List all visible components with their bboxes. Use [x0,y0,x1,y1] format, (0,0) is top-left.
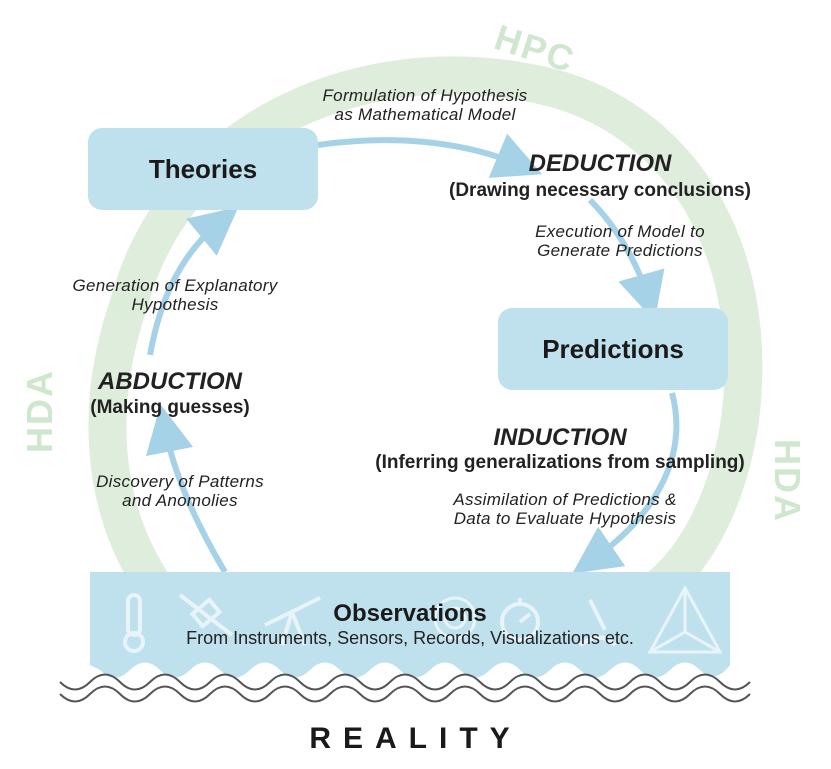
edge-generation-line2: Hypothesis [131,295,219,314]
arrow-abduction-to-theories [147,206,239,356]
abduction-sub: (Making guesses) [90,397,250,418]
observations-title: Observations [333,600,487,627]
predictions-box: Predictions [498,308,728,390]
edge-discovery-line2: and Anomolies [122,491,238,510]
thermometer-icon [123,593,145,653]
stopwatch-icon [500,598,540,642]
tetrahedron-icon [647,584,723,654]
edge-assimilation-label: Assimilation of Predictions & Data to Ev… [410,490,720,528]
telescope-icon [264,596,321,646]
arrow-theories-to-deduction [317,133,543,178]
edge-formulation-line2: as Mathematical Model [334,105,516,124]
deduction-sub: (Drawing necessary conclusions) [449,180,751,201]
edge-execution-label: Execution of Model to Generate Predictio… [490,222,750,260]
edge-formulation-line1: Formulation of Hypothesis [322,86,528,105]
observations-wave [90,572,730,678]
edge-generation-line1: Generation of Explanatory [72,276,278,295]
edge-generation-label: Generation of Explanatory Hypothesis [40,276,310,314]
edge-formulation-label: Formulation of Hypothesis as Mathematica… [290,86,560,124]
theories-box: Theories [88,128,318,210]
satellite-icon [178,593,234,637]
edge-discovery-line1: Discovery of Patterns [96,472,264,491]
edge-execution-line1: Execution of Model to [535,222,705,241]
arrow-observations-to-abduction [145,404,228,574]
edge-assimilation-line2: Data to Evaluate Hypothesis [453,509,677,528]
observations-subtitle: From Instruments, Sensors, Records, Visu… [186,628,634,648]
deduction-label: DEDUCTION [528,150,672,177]
edge-discovery-label: Discovery of Patterns and Anomolies [60,472,300,510]
abduction-label: ABDUCTION [98,368,242,395]
edge-execution-line2: Generate Predictions [537,241,703,260]
wave-line-2 [59,685,751,703]
reality-footer: REALITY [309,722,522,755]
arrow-deduction-to-predictions [587,197,665,322]
edge-assimilation-line1: Assimilation of Predictions & [453,490,677,509]
induction-label: INDUCTION [493,424,627,451]
ring-arc-left [88,281,169,599]
target-icon [433,596,477,640]
arrow-predictions-to-observations [572,392,680,574]
induction-sub: (Inferring generalizations from sampling… [375,452,745,473]
microscope-icon [578,599,617,647]
wave-line-1 [59,673,751,691]
